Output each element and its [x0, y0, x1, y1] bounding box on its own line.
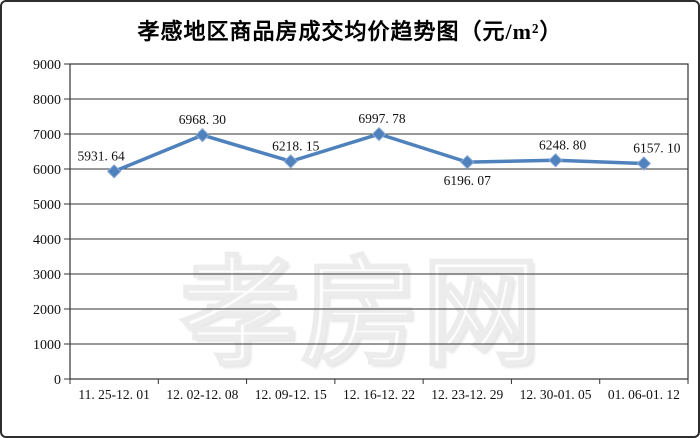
data-point-marker	[106, 164, 122, 179]
y-axis-label: 3000	[33, 268, 61, 283]
y-axis-label: 0	[54, 373, 61, 388]
data-point-marker	[460, 154, 475, 170]
x-axis-label: 12. 16-12. 22	[343, 387, 415, 402]
data-point-label: 5931. 64	[78, 148, 126, 163]
data-point-marker	[195, 127, 210, 143]
data-point-marker	[636, 156, 652, 171]
chart-title: 孝感地区商品房成交均价趋势图（元/m²）	[137, 19, 563, 44]
y-axis-label: 1000	[33, 338, 61, 353]
y-axis-label: 8000	[33, 93, 61, 108]
data-point-label: 6218. 15	[272, 138, 320, 153]
data-point-label: 6968. 30	[179, 112, 227, 127]
y-axis-label: 4000	[33, 233, 61, 248]
data-point-label: 6157. 10	[633, 141, 681, 156]
plot-border	[69, 63, 689, 380]
x-axis-label: 12. 23-12. 29	[431, 387, 503, 402]
data-point-marker	[283, 154, 298, 169]
data-point-marker	[371, 126, 387, 142]
y-axis-label: 9000	[33, 58, 61, 73]
data-point-marker	[548, 153, 563, 168]
x-axis-label: 01. 06-01. 12	[608, 387, 680, 402]
data-point-label: 6248. 80	[539, 137, 587, 152]
x-axis-label: 12. 30-01. 05	[520, 387, 592, 402]
data-point-label: 6196. 07	[444, 173, 492, 188]
data-point-label: 6997. 78	[358, 111, 406, 126]
y-axis-label: 2000	[33, 303, 61, 318]
x-axis-label: 12. 02-12. 08	[166, 387, 238, 402]
x-axis-label: 12. 09-12. 15	[255, 387, 327, 402]
y-axis-label: 5000	[33, 198, 61, 213]
x-axis-label: 11. 25-12. 01	[78, 387, 150, 402]
y-axis-label: 6000	[33, 163, 61, 178]
y-axis-label: 7000	[33, 128, 61, 143]
